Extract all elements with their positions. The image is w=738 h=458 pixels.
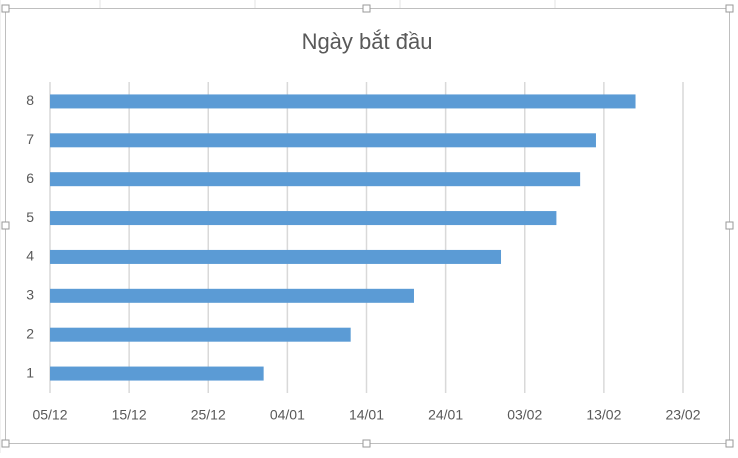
y-tick-label: 6: [26, 170, 34, 186]
sheet-grid: [0, 0, 556, 453]
x-tick-label: 04/01: [270, 407, 305, 423]
x-tick-label: 25/12: [191, 407, 226, 423]
x-tick-label: 23/02: [665, 407, 700, 423]
y-tick-label: 8: [26, 92, 34, 108]
x-tick-label: 14/01: [349, 407, 384, 423]
y-tick-label: 5: [26, 209, 34, 225]
bar: [50, 249, 502, 264]
bar: [50, 327, 351, 342]
bar: [50, 172, 581, 187]
y-tick-label: 7: [26, 131, 34, 147]
y-tick-label: 3: [26, 287, 34, 303]
x-tick-label: 13/02: [586, 407, 621, 423]
x-tick-label: 03/02: [507, 407, 542, 423]
chart-title: Ngày bắt đầu: [302, 29, 433, 54]
x-tick-label: 05/12: [32, 407, 67, 423]
x-tick-label: 24/01: [428, 407, 463, 423]
y-tick-label: 2: [26, 325, 34, 341]
y-tick-label: 1: [26, 364, 34, 380]
bar: [50, 211, 557, 226]
x-tick-label: 15/12: [112, 407, 147, 423]
resize-handles: [1, 4, 734, 448]
bar: [50, 94, 636, 109]
bar: [50, 366, 264, 381]
y-tick-label: 4: [26, 248, 34, 264]
bar: [50, 133, 596, 148]
bar: [50, 288, 414, 303]
